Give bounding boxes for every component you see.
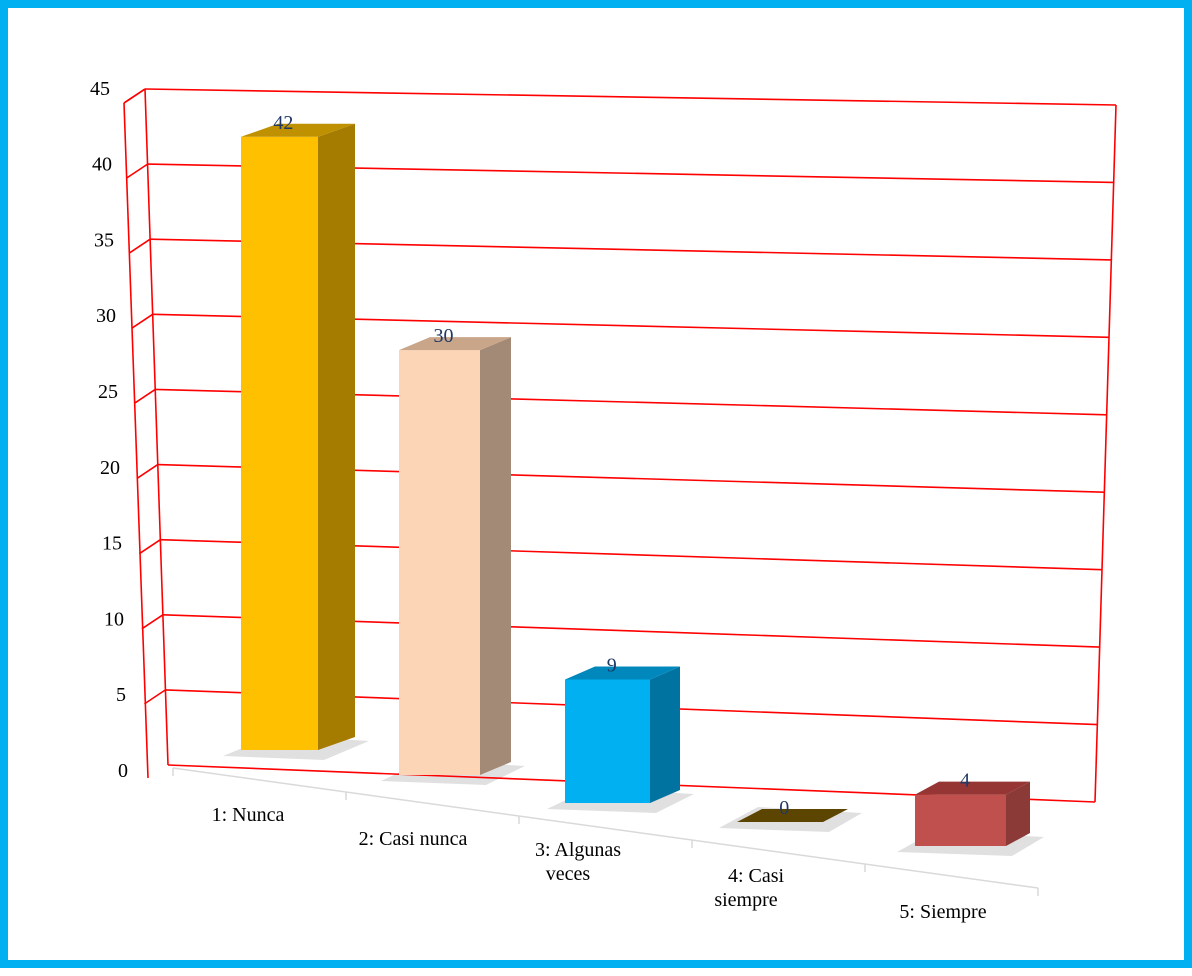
bar [399,350,480,775]
bar-side [318,123,355,751]
y-tick-label: 10 [104,608,124,630]
gridline-side [126,163,148,179]
category-label: 5: Siempre [899,901,986,923]
y-tick-label: 5 [116,684,126,706]
bar [241,136,318,751]
gridline-side [133,388,156,405]
y-tick-label: 0 [118,760,128,782]
y-tick-label: 40 [92,154,112,176]
gridline-side [136,463,159,480]
gridline-side [138,539,161,555]
data-label: 9 [607,654,617,676]
bar-side [650,666,680,803]
category-label: 4: Casi siempre [714,865,784,911]
data-labels: 42 30 9 0 4 [273,112,970,819]
back-wall-left-edge [144,88,169,766]
y-axis-ticks: 0 5 10 15 20 25 30 35 40 45 [90,78,128,782]
back-wall-right-edge [1094,104,1117,803]
category-label: 3: Algunas veces [535,839,621,885]
gridline-side [128,238,151,254]
bar [915,794,1006,846]
data-label: 4 [960,770,970,792]
data-label: 0 [779,797,789,819]
data-label: 30 [434,325,454,347]
side-wall-top-edge [123,88,146,104]
category-axis [172,767,1039,896]
bar-side [480,337,511,775]
category-label: 1: Nunca [212,804,285,826]
bar-top [241,123,355,137]
y-tick-label: 30 [96,305,116,327]
data-label: 42 [273,112,293,134]
y-tick-label: 25 [98,381,118,403]
gridline [144,88,1117,106]
category-labels: 1: Nunca 2: Casi nunca 3: Algunas veces 4: C… [212,804,987,923]
bar-side [1006,781,1030,846]
y-tick-label: 20 [100,457,120,479]
gridline-side [141,614,164,630]
bar [565,679,650,803]
bars [241,123,1030,846]
bar-top [915,781,1030,795]
y-tick-label: 35 [94,229,114,251]
gridline-side [131,313,154,329]
y-tick-label: 15 [102,533,122,555]
category-axis-line [172,767,1039,889]
bar-zero-tile [737,809,848,822]
gridline-side [144,689,166,705]
side-wall-front-edge [123,102,149,779]
bar-top [399,337,511,351]
bar-top [565,666,680,680]
category-label: 2: Casi nunca [359,828,468,850]
y-tick-label: 45 [90,78,110,100]
